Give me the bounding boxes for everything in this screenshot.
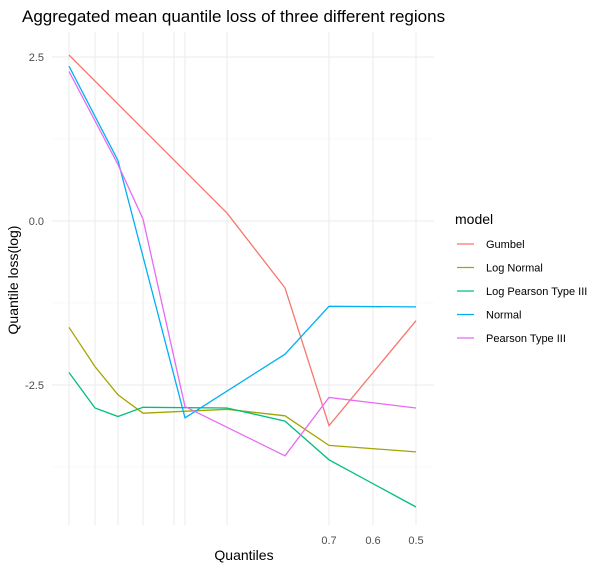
legend-label: Pearson Type III [486,333,566,345]
x-tick-label: 0.5 [408,535,423,547]
legend-label: Log Normal [486,263,543,275]
y-axis-title: Quantile loss(log) [5,226,21,335]
legend-label: Log Pearson Type III [486,286,587,298]
chart-title: Aggregated mean quantile loss of three d… [22,7,445,26]
series-line-normal [68,65,417,419]
series-line-log-pearson-type-iii [68,372,417,508]
legend-label: Gumbel [486,239,525,251]
y-tick-label: 0.0 [29,216,44,228]
legend-title: model [455,211,493,227]
y-tick-label: -2.5 [25,380,44,392]
legend-label: Normal [486,310,521,322]
series-line-gumbel [68,54,417,428]
x-tick-label: 0.6 [365,535,380,547]
y-tick-label: 2.5 [29,52,44,64]
x-axis-title: Quantiles [214,547,273,563]
y-axis-ticks: 2.5 0.0 -2.5 [25,52,44,392]
x-axis-ticks: 0.7 0.6 0.5 [321,535,423,547]
series-line-pearson-type-iii [68,71,417,457]
series-line-log-normal [68,326,417,453]
legend: Gumbel Log Normal Log Pearson Type III Norm… [457,239,587,345]
grid [52,32,434,525]
x-tick-label: 0.7 [321,535,336,547]
series-lines [68,54,417,508]
